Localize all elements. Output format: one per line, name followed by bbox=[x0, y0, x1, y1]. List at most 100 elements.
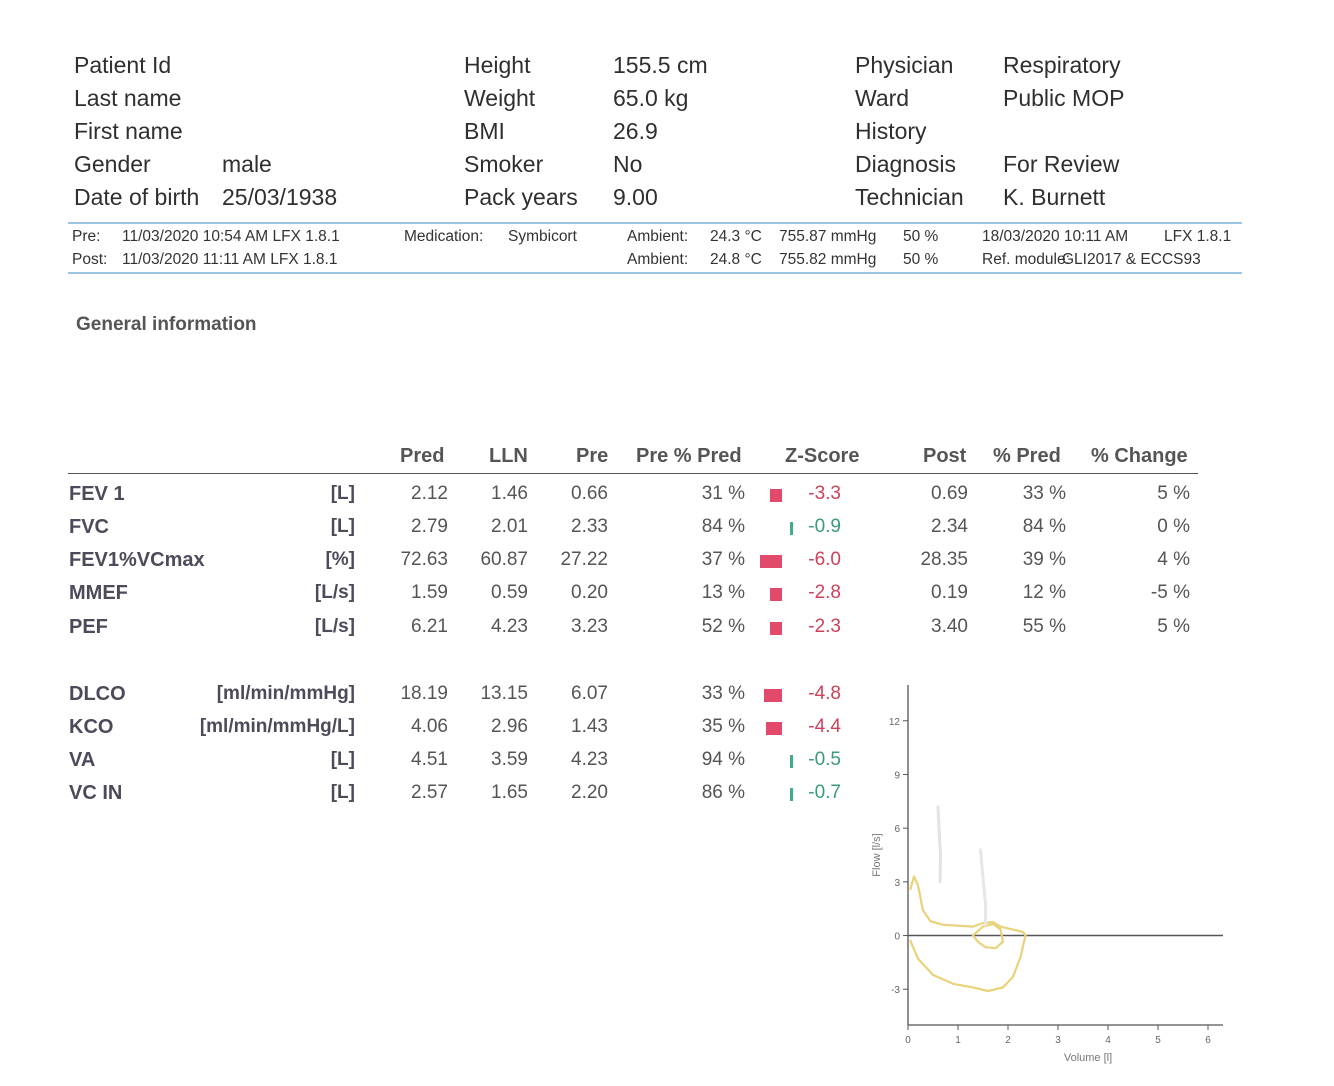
pack-years-value: 9.00 bbox=[613, 184, 658, 210]
cell-zscore: -0.5 bbox=[808, 749, 841, 770]
row-label: KCO bbox=[69, 716, 114, 738]
cell-pred: 72.63 bbox=[400, 549, 448, 570]
col-header-pre-pct-pred: Pre % Pred bbox=[636, 445, 742, 467]
zscore-bar bbox=[790, 788, 793, 801]
row-label: VA bbox=[69, 749, 96, 771]
cell-pre-pct-pred: 86 % bbox=[701, 782, 745, 803]
x-tick-label: 2 bbox=[1005, 1035, 1011, 1046]
cell-lln: 0.59 bbox=[491, 582, 528, 603]
pre-label: Pre: bbox=[72, 228, 101, 245]
cell-zscore: -2.8 bbox=[808, 582, 841, 603]
report-version: LFX 1.8.1 bbox=[1164, 228, 1232, 245]
ambient-post-label: Ambient: bbox=[627, 251, 689, 268]
row-unit: [ml/min/mmHg/L] bbox=[199, 716, 355, 737]
zscore-bar bbox=[769, 489, 782, 502]
flow-volume-series-1 bbox=[909, 934, 1027, 993]
y-tick-label: 3 bbox=[894, 878, 900, 889]
section-title: General information bbox=[76, 314, 257, 335]
pack-years-label: Pack years bbox=[464, 184, 578, 210]
last-name-label: Last name bbox=[74, 85, 182, 111]
cell-post: 3.40 bbox=[931, 616, 968, 637]
bmi-label: BMI bbox=[464, 118, 505, 144]
cell-post-pct-pred: 55 % bbox=[1022, 616, 1066, 637]
cell-zscore: -0.9 bbox=[808, 516, 841, 537]
cell-lln: 1.65 bbox=[491, 782, 528, 803]
ambient-pre-temp: 24.3 °C bbox=[710, 228, 762, 245]
cell-zscore: -0.7 bbox=[808, 782, 841, 803]
history-label: History bbox=[855, 118, 927, 144]
cell-pre-pct-pred: 33 % bbox=[701, 683, 745, 704]
row-unit: [L] bbox=[330, 516, 355, 537]
row-unit: [ml/min/mmHg] bbox=[216, 683, 355, 704]
technician-label: Technician bbox=[855, 184, 964, 210]
y-tick-label: 12 bbox=[889, 717, 901, 728]
dob-value: 25/03/1938 bbox=[222, 184, 338, 210]
post-value: 11/03/2020 11:11 AM LFX 1.8.1 bbox=[122, 251, 338, 268]
ward-label: Ward bbox=[855, 85, 910, 111]
diagnosis-label: Diagnosis bbox=[855, 151, 956, 177]
gender-label: Gender bbox=[74, 151, 151, 177]
row-unit: [L] bbox=[330, 782, 355, 803]
ambient-post-temp: 24.8 °C bbox=[710, 251, 762, 268]
cell-post-pct-pred: 39 % bbox=[1022, 549, 1066, 570]
x-tick-label: 6 bbox=[1205, 1035, 1211, 1046]
cell-post-pct-pred: 33 % bbox=[1022, 483, 1066, 504]
post-label: Post: bbox=[72, 251, 108, 268]
cell-pre-pct-pred: 52 % bbox=[701, 616, 745, 637]
y-axis-label: Flow [l/s] bbox=[871, 833, 883, 876]
cell-pre: 27.22 bbox=[560, 549, 608, 570]
cell-lln: 13.15 bbox=[480, 683, 528, 704]
cell-zscore: -6.0 bbox=[808, 549, 841, 570]
height-value: 155.5 cm bbox=[613, 52, 708, 78]
cell-lln: 2.01 bbox=[491, 516, 528, 537]
y-tick-label: 0 bbox=[894, 932, 900, 943]
cell-pre: 0.66 bbox=[571, 483, 608, 504]
x-tick-label: 1 bbox=[955, 1035, 961, 1046]
cell-pct-change: -5 % bbox=[1150, 582, 1190, 603]
pre-value: 11/03/2020 10:54 AM LFX 1.8.1 bbox=[122, 228, 340, 245]
cell-post-pct-pred: 84 % bbox=[1022, 516, 1066, 537]
cell-pct-change: 4 % bbox=[1157, 549, 1190, 570]
bmi-value: 26.9 bbox=[613, 118, 658, 144]
flow-volume-series-4 bbox=[979, 848, 987, 927]
cell-pred: 4.51 bbox=[411, 749, 448, 770]
cell-zscore: -4.4 bbox=[808, 716, 841, 737]
cell-pre: 6.07 bbox=[571, 683, 608, 704]
row-label: PEF bbox=[69, 616, 108, 638]
y-tick-label: 6 bbox=[894, 824, 900, 835]
cell-pre-pct-pred: 31 % bbox=[701, 483, 745, 504]
ward-value: Public MOP bbox=[1003, 85, 1125, 111]
smoker-label: Smoker bbox=[464, 151, 544, 177]
row-label: MMEF bbox=[69, 582, 128, 604]
x-tick-label: 4 bbox=[1105, 1035, 1111, 1046]
cell-pct-change: 5 % bbox=[1157, 483, 1190, 504]
cell-pred: 6.21 bbox=[411, 616, 448, 637]
patient-id-label: Patient Id bbox=[74, 52, 172, 78]
x-tick-label: 0 bbox=[905, 1035, 911, 1046]
cell-post-pct-pred: 12 % bbox=[1022, 582, 1066, 603]
weight-value: 65.0 kg bbox=[613, 85, 689, 111]
cell-pred: 4.06 bbox=[411, 716, 448, 737]
col-header-pred: Pred bbox=[400, 445, 445, 467]
cell-pre-pct-pred: 84 % bbox=[701, 516, 745, 537]
cell-pre: 0.20 bbox=[571, 582, 608, 603]
cell-post: 28.35 bbox=[920, 549, 968, 570]
col-header-pct-pred: % Pred bbox=[993, 445, 1061, 467]
cell-lln: 2.96 bbox=[491, 716, 528, 737]
x-axis-label: Volume [l] bbox=[1064, 1052, 1112, 1064]
zscore-bar bbox=[760, 555, 782, 568]
flow-volume-series-0 bbox=[909, 875, 1027, 937]
ref-module-value: GLI2017 & ECCS93 bbox=[1062, 251, 1201, 268]
divider-top bbox=[68, 222, 1242, 224]
row-unit: [L/s] bbox=[314, 616, 355, 637]
zscore-bar bbox=[765, 722, 782, 735]
col-header-lln: LLN bbox=[489, 445, 528, 467]
zscore-bar bbox=[790, 755, 793, 768]
cell-zscore: -4.8 bbox=[808, 683, 841, 704]
zscore-bar bbox=[770, 622, 782, 635]
col-header-pre: Pre bbox=[576, 445, 609, 467]
col-header-post: Post bbox=[923, 445, 967, 467]
ambient-post-humidity: 50 % bbox=[903, 251, 939, 268]
cell-post: 2.34 bbox=[931, 516, 968, 537]
gender-value: male bbox=[222, 151, 272, 177]
